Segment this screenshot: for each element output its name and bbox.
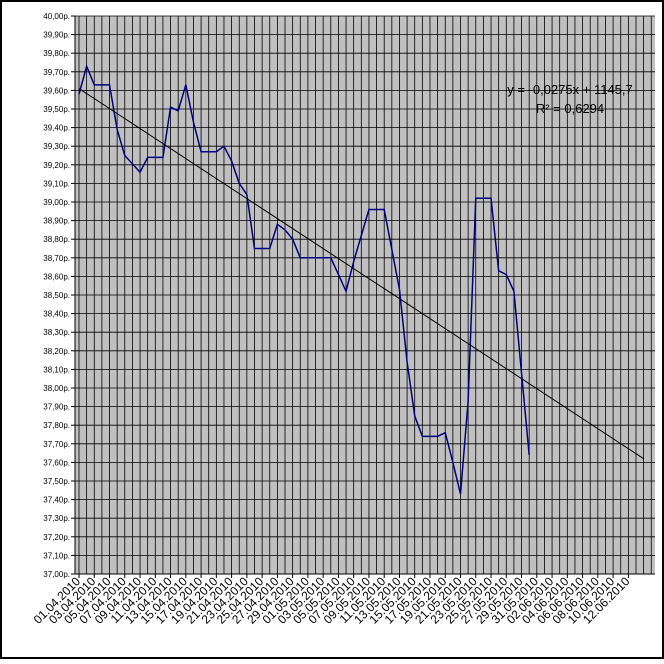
y-tick-label: 37,40р. [43, 496, 70, 505]
y-tick-label: 38,70р. [43, 254, 70, 263]
trend-r-squared: R² = 0,6294 [536, 101, 604, 116]
y-tick-label: 38,90р. [43, 217, 70, 226]
y-tick-label: 39,10р. [43, 179, 70, 188]
y-tick-label: 37,30р. [43, 514, 70, 523]
y-tick-label: 37,90р. [43, 403, 70, 412]
y-tick-label: 37,10р. [43, 551, 70, 560]
y-tick-label: 39,50р. [43, 105, 70, 114]
trend-equation: y = -0,0275x + 1145,7 [507, 82, 633, 97]
trend-line [78, 88, 644, 460]
y-tick-label: 37,20р. [43, 533, 70, 542]
y-tick-label: 38,50р. [43, 291, 70, 300]
y-tick-label: 38,20р. [43, 347, 70, 356]
y-tick-label: 39,30р. [43, 142, 70, 151]
y-tick-label: 37,70р. [43, 440, 70, 449]
y-tick-label: 37,80р. [43, 421, 70, 430]
y-tick-label: 37,60р. [43, 458, 70, 467]
y-tick-label: 37,00р. [43, 570, 70, 579]
y-tick-label: 38,60р. [43, 272, 70, 281]
y-tick-label: 39,90р. [43, 31, 70, 40]
y-tick-label: 37,50р. [43, 477, 70, 486]
y-tick-label: 39,60р. [43, 86, 70, 95]
y-tick-label: 38,00р. [43, 384, 70, 393]
y-tick-label: 39,40р. [43, 124, 70, 133]
y-tick-label: 39,70р. [43, 68, 70, 77]
y-tick-label: 38,30р. [43, 328, 70, 337]
y-tick-label: 40,00р. [43, 12, 70, 21]
y-tick-label: 39,00р. [43, 198, 70, 207]
y-tick-label: 38,40р. [43, 310, 70, 319]
y-tick-label: 38,10р. [43, 365, 70, 374]
data-line [78, 63, 530, 495]
y-tick-label: 38,80р. [43, 235, 70, 244]
y-tick-label: 39,80р. [43, 49, 70, 58]
y-tick-label: 39,20р. [43, 161, 70, 170]
